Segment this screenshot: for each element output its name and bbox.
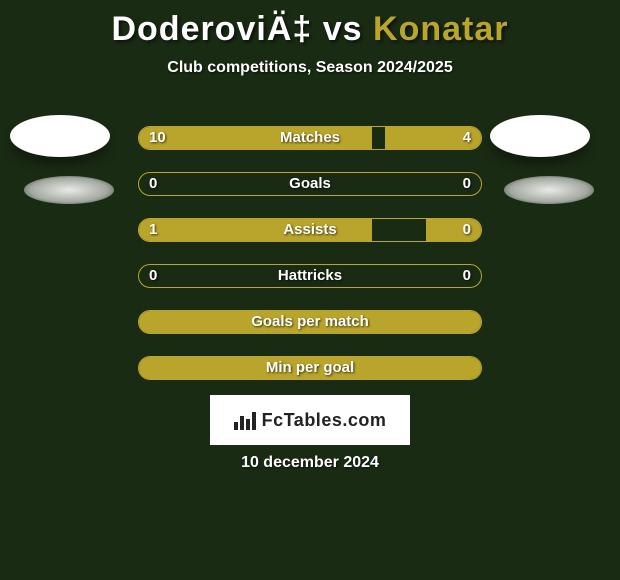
stat-value-right: 0 (463, 219, 471, 241)
subtitle: Club competitions, Season 2024/2025 (0, 59, 620, 77)
logo-text: FcTables.com (262, 410, 387, 431)
stat-row: Goals0 0 (138, 172, 482, 196)
stat-row: Goals per match (138, 310, 482, 334)
stat-value-left: 1 (149, 219, 157, 241)
stat-bars: Matches104Goals00Assists10Hattricks00Goa… (138, 126, 482, 402)
stat-value-left: 0 (149, 173, 157, 195)
stat-row: Matches10 4 (138, 126, 482, 150)
stat-row: Min per goal (138, 356, 482, 380)
player1-avatar (10, 115, 110, 157)
vs-separator: vs (312, 10, 373, 48)
stat-value-left: 10 (149, 127, 166, 149)
snapshot-date: 10 december 2024 (0, 454, 620, 472)
stat-label: Assists (139, 219, 481, 241)
player1-avatar-shadow (24, 176, 114, 204)
stat-label: Hattricks (139, 265, 481, 287)
stat-value-right: 4 (463, 127, 471, 149)
stat-label: Matches (139, 127, 481, 149)
player2-avatar-shadow (504, 176, 594, 204)
player2-name: Konatar (373, 10, 508, 48)
stat-label: Min per goal (139, 357, 481, 379)
stat-value-right: 0 (463, 265, 471, 287)
stat-row: Hattricks0 0 (138, 264, 482, 288)
stat-row: Assists1 0 (138, 218, 482, 242)
fctables-logo[interactable]: FcTables.com (210, 395, 410, 445)
stat-value-right: 0 (463, 173, 471, 195)
stat-label: Goals (139, 173, 481, 195)
bars-icon (234, 410, 256, 430)
player2-avatar (490, 115, 590, 157)
comparison-title: DoderoviÄ‡ vs Konatar (0, 0, 620, 49)
stat-label: Goals per match (139, 311, 481, 333)
stat-value-left: 0 (149, 265, 157, 287)
player1-name: DoderoviÄ‡ (111, 10, 312, 48)
